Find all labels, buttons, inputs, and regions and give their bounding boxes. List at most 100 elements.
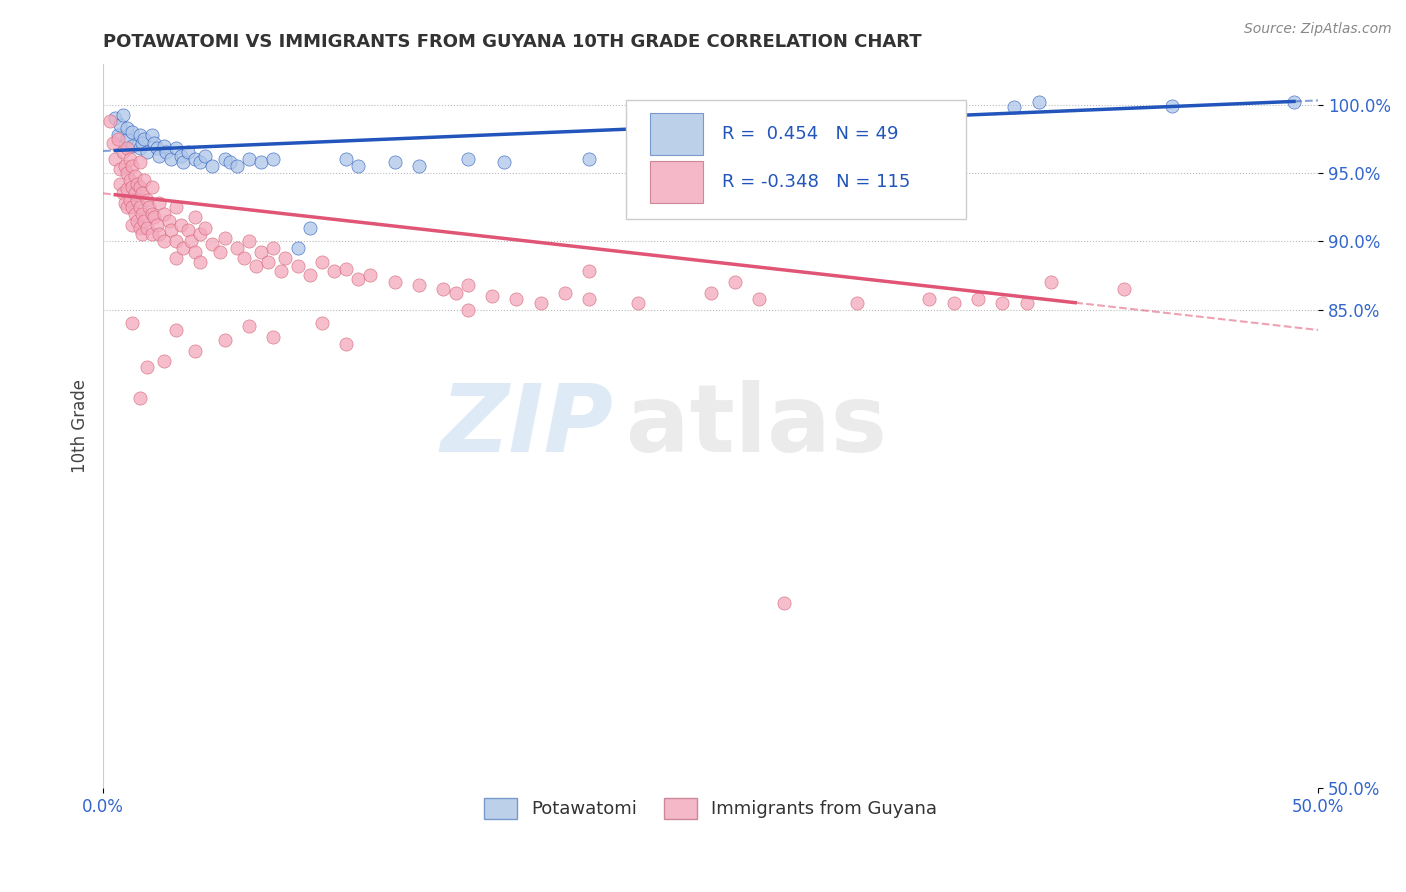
Point bbox=[194, 149, 217, 163]
Point bbox=[772, 596, 794, 610]
Point bbox=[170, 218, 193, 232]
Point bbox=[172, 155, 194, 169]
Point bbox=[384, 275, 406, 289]
Point bbox=[128, 179, 150, 194]
Point bbox=[124, 186, 146, 201]
Point bbox=[121, 218, 143, 232]
Point bbox=[108, 177, 131, 191]
Point bbox=[138, 200, 160, 214]
Point bbox=[121, 138, 143, 153]
Point bbox=[494, 155, 516, 169]
Point bbox=[505, 292, 527, 306]
Point bbox=[141, 179, 163, 194]
Point bbox=[384, 155, 406, 169]
Text: atlas: atlas bbox=[626, 380, 887, 472]
FancyBboxPatch shape bbox=[626, 100, 966, 219]
Point bbox=[188, 155, 211, 169]
Point bbox=[270, 264, 292, 278]
Point bbox=[1028, 95, 1050, 109]
Point bbox=[135, 145, 157, 160]
Point bbox=[578, 292, 600, 306]
Point bbox=[311, 254, 333, 268]
Text: R = -0.348   N = 115: R = -0.348 N = 115 bbox=[721, 172, 910, 191]
Point bbox=[311, 316, 333, 330]
Point bbox=[148, 149, 170, 163]
Point bbox=[578, 264, 600, 278]
Point bbox=[184, 210, 207, 224]
Point bbox=[121, 125, 143, 139]
Point bbox=[298, 268, 321, 283]
Point bbox=[128, 128, 150, 142]
Point bbox=[111, 145, 134, 160]
Point bbox=[118, 172, 141, 186]
Point bbox=[554, 286, 576, 301]
Point bbox=[942, 295, 965, 310]
Point bbox=[444, 286, 467, 301]
Point bbox=[578, 152, 600, 166]
Point bbox=[153, 207, 176, 221]
Point bbox=[160, 223, 183, 237]
Point bbox=[457, 302, 479, 317]
Point bbox=[111, 186, 134, 201]
Point bbox=[772, 166, 794, 180]
Point bbox=[128, 392, 150, 406]
Point bbox=[177, 145, 200, 160]
Point bbox=[287, 259, 309, 273]
Point bbox=[114, 195, 136, 210]
Point bbox=[359, 268, 381, 283]
Y-axis label: 10th Grade: 10th Grade bbox=[72, 379, 89, 473]
Point bbox=[250, 155, 273, 169]
Point bbox=[724, 275, 747, 289]
Point bbox=[118, 193, 141, 207]
Point bbox=[457, 152, 479, 166]
Point bbox=[408, 159, 430, 173]
Point bbox=[107, 128, 129, 142]
Point bbox=[233, 251, 256, 265]
Point bbox=[100, 114, 122, 128]
Point bbox=[117, 166, 139, 180]
Point bbox=[214, 231, 236, 245]
Point bbox=[128, 200, 150, 214]
Point bbox=[529, 295, 551, 310]
Point bbox=[111, 108, 134, 122]
Point bbox=[250, 245, 273, 260]
Point bbox=[128, 155, 150, 169]
Point bbox=[335, 336, 357, 351]
Point bbox=[1161, 99, 1184, 113]
Point bbox=[141, 128, 163, 142]
Point bbox=[262, 330, 284, 344]
Point bbox=[201, 236, 224, 251]
Point bbox=[141, 227, 163, 242]
Point bbox=[165, 234, 187, 248]
Point bbox=[108, 118, 131, 132]
Point bbox=[918, 292, 941, 306]
Point bbox=[153, 234, 176, 248]
Point bbox=[165, 200, 187, 214]
Point bbox=[177, 223, 200, 237]
Point bbox=[323, 264, 346, 278]
Point bbox=[1039, 275, 1062, 289]
Legend: Potawatomi, Immigrants from Guyana: Potawatomi, Immigrants from Guyana bbox=[477, 790, 945, 826]
Point bbox=[188, 227, 211, 242]
Point bbox=[184, 152, 207, 166]
Point bbox=[118, 152, 141, 166]
Text: Source: ZipAtlas.com: Source: ZipAtlas.com bbox=[1244, 22, 1392, 37]
Point bbox=[1004, 100, 1026, 114]
Point bbox=[143, 210, 166, 224]
Point bbox=[748, 292, 770, 306]
Point bbox=[101, 136, 124, 150]
Point bbox=[148, 227, 170, 242]
Point bbox=[238, 318, 260, 333]
Point bbox=[141, 207, 163, 221]
Point bbox=[262, 241, 284, 255]
Point bbox=[165, 323, 187, 337]
Point bbox=[131, 136, 153, 150]
Point bbox=[347, 272, 370, 286]
Point bbox=[108, 161, 131, 176]
Point bbox=[165, 141, 187, 155]
Point bbox=[245, 259, 267, 273]
Point bbox=[134, 213, 156, 227]
Point bbox=[180, 234, 202, 248]
Point bbox=[128, 141, 150, 155]
Point bbox=[157, 213, 180, 227]
